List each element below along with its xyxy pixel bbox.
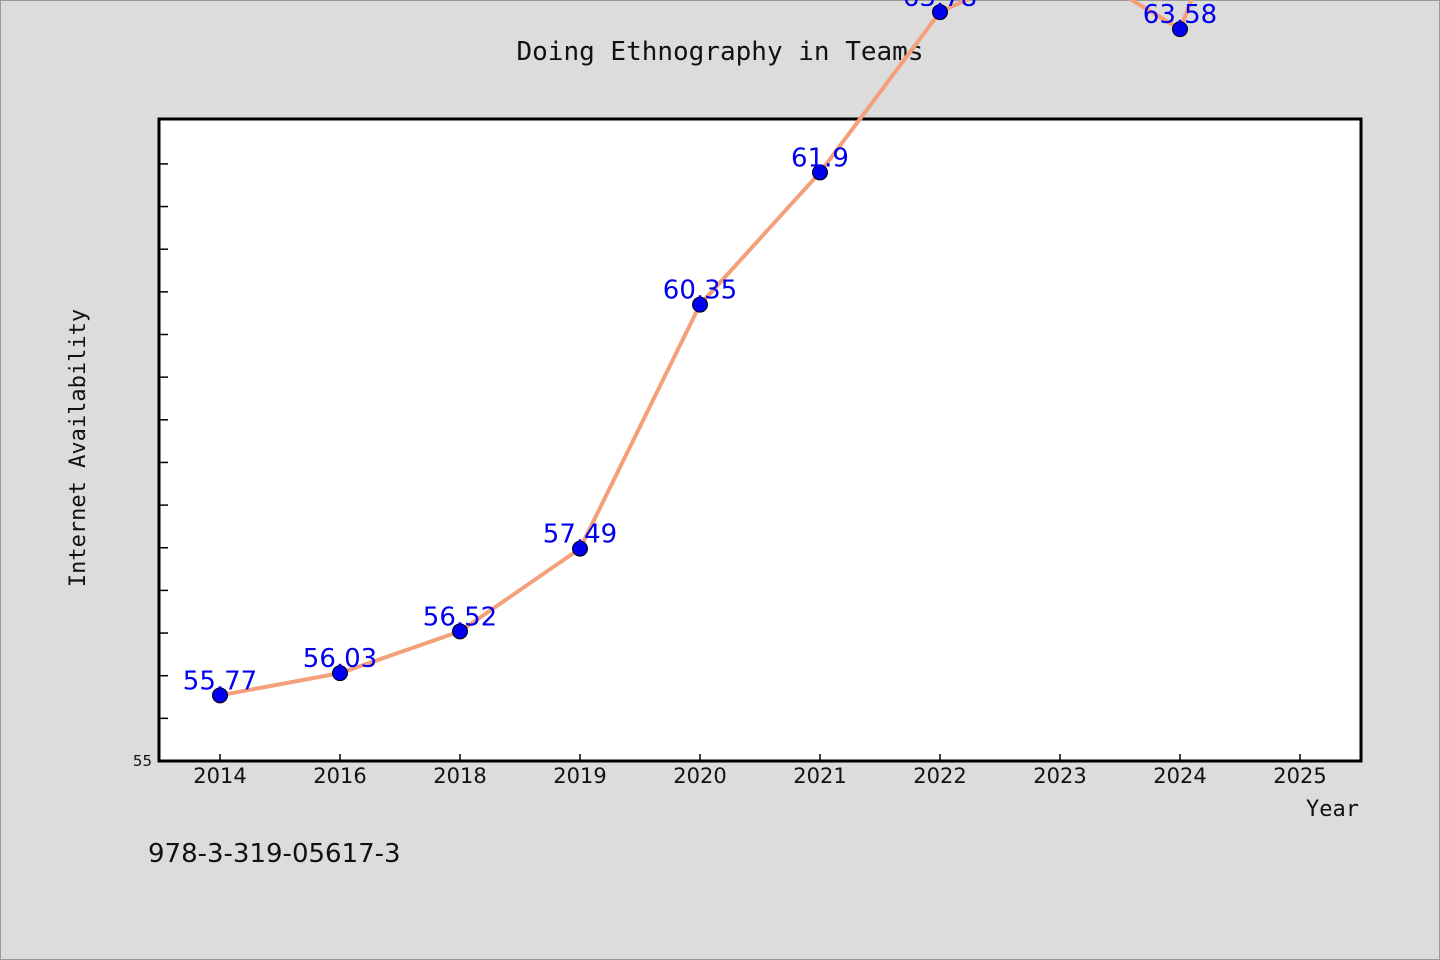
data-label: 61.9 xyxy=(791,143,849,173)
data-label: 55.77 xyxy=(183,666,257,696)
x-tick-label: 2023 xyxy=(1033,764,1086,788)
series-layer: 55.7756.0356.5257.4960.3561.963.7864.436… xyxy=(183,0,1217,704)
data-point xyxy=(452,623,468,640)
data-point xyxy=(1172,21,1188,38)
data-point xyxy=(572,540,588,557)
data-point xyxy=(332,665,348,682)
data-label: 63.78 xyxy=(903,0,977,13)
x-tick-label: 2018 xyxy=(433,764,486,788)
data-label: 56.52 xyxy=(423,602,497,632)
data-point xyxy=(932,4,948,21)
x-tick-label: 2014 xyxy=(193,764,246,788)
y-tick-label: 55 xyxy=(133,752,152,770)
x-tick-label: 2021 xyxy=(793,764,846,788)
data-point xyxy=(812,164,828,181)
data-point xyxy=(692,296,708,313)
x-tick-label: 2024 xyxy=(1153,764,1206,788)
footer-text: 978-3-319-05617-3 xyxy=(148,839,401,869)
data-label: 56.03 xyxy=(303,644,377,674)
y-axis-label: Internet Availability xyxy=(66,309,91,587)
x-tick-label: 2020 xyxy=(673,764,726,788)
series-line xyxy=(218,0,1194,698)
x-tick-label: 2019 xyxy=(553,764,606,788)
data-label: 57.49 xyxy=(543,520,617,550)
x-axis-ticks: 2014 2016 2018 2019 2020 2021 2022 2023 2024 2025 xyxy=(193,754,1327,788)
data-label: 63.58 xyxy=(1143,0,1217,30)
x-tick-label: 2022 xyxy=(913,764,966,788)
x-tick-label: 2025 xyxy=(1273,764,1326,788)
plot-area xyxy=(157,117,1363,763)
x-tick-label: 2016 xyxy=(313,764,366,788)
data-label: 60.35 xyxy=(663,276,737,306)
chart-title: Doing Ethnography in Teams xyxy=(517,37,924,67)
data-point xyxy=(212,687,228,704)
y-axis-ticks xyxy=(159,163,168,720)
x-axis-label: Year xyxy=(1306,797,1359,822)
